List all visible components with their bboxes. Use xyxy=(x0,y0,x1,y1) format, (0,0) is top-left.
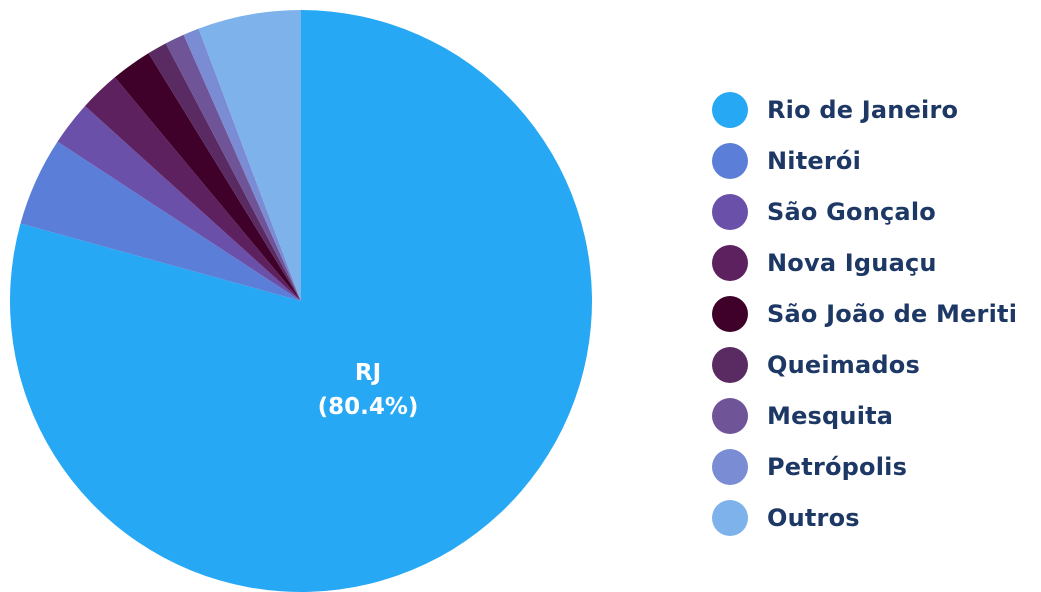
legend-label: Niterói xyxy=(767,146,862,175)
pie-slice-rio-de-janeiro xyxy=(10,10,592,592)
legend-swatch xyxy=(712,397,748,434)
legend-label: Petrópolis xyxy=(767,452,908,481)
legend-item: Queimados xyxy=(712,339,1037,390)
legend-swatch xyxy=(712,91,748,128)
slice-label-name: RJ xyxy=(355,360,381,386)
legend-item: Rio de Janeiro xyxy=(712,84,1037,135)
legend-swatch xyxy=(712,499,748,536)
legend-swatch xyxy=(712,295,748,332)
pie-slice-outros xyxy=(198,9,301,301)
legend-item: Mesquita xyxy=(712,390,1037,441)
legend-label: Outros xyxy=(767,503,860,532)
legend-label: Mesquita xyxy=(767,401,894,430)
legend-item: São Gonçalo xyxy=(712,186,1037,237)
pie-slice-queimados xyxy=(148,43,301,301)
pie-slice-nova-iguacu xyxy=(84,77,302,301)
pie-slice-sao-goncalo xyxy=(57,106,301,302)
pie-slice-petropolis xyxy=(183,28,301,302)
pie-slice-mesquita xyxy=(165,34,301,301)
legend-swatch xyxy=(712,193,748,230)
legend-label: Nova Iguaçu xyxy=(767,248,937,277)
legend-label: São João de Meriti xyxy=(767,299,1018,328)
legend-label: São Gonçalo xyxy=(767,197,936,226)
legend-swatch xyxy=(712,244,748,281)
legend-swatch xyxy=(712,448,748,485)
legend-item: São João de Meriti xyxy=(712,288,1037,339)
legend-label: Queimados xyxy=(767,350,920,379)
pie-plot: RJ (80.4%) xyxy=(10,9,592,592)
legend: Rio de Janeiro Niterói São Gonçalo Nova Igu… xyxy=(712,84,1037,543)
legend-item: Petrópolis xyxy=(712,441,1037,492)
legend-swatch xyxy=(712,142,748,179)
legend-item: Outros xyxy=(712,492,1037,543)
pie-slice-labels: RJ (80.4%) xyxy=(318,360,419,420)
pie-slices xyxy=(10,9,592,592)
pie-slice-niteroi xyxy=(20,141,301,301)
pie-slice-sao-joao-de-meriti xyxy=(114,53,302,301)
legend-item: Niterói xyxy=(712,135,1037,186)
legend-label: Rio de Janeiro xyxy=(767,95,959,124)
legend-swatch xyxy=(712,346,748,383)
slice-label-value: (80.4%) xyxy=(318,394,419,420)
legend-item: Nova Iguaçu xyxy=(712,237,1037,288)
